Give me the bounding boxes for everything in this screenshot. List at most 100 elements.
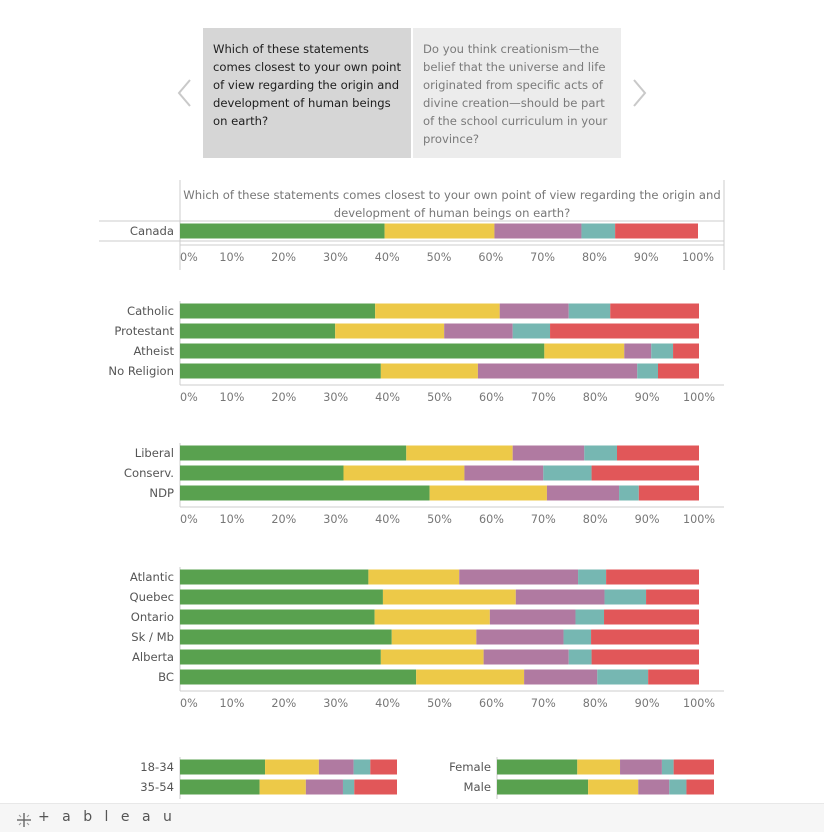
bar-row-atheist[interactable]: Atheist: [133, 343, 699, 359]
bar-segment-sk-mb-2[interactable]: [391, 629, 477, 645]
story-point-1[interactable]: Which of these statements comes closest …: [203, 28, 411, 158]
bar-segment-18-34-1[interactable]: [180, 759, 266, 775]
bar-segment-no-religion-5[interactable]: [658, 363, 699, 379]
bar-segment-liberal-4[interactable]: [584, 445, 617, 461]
bar-segment-male-5[interactable]: [686, 779, 714, 795]
bar-segment-ontario-1[interactable]: [180, 609, 375, 625]
bar-segment-male-2[interactable]: [588, 779, 639, 795]
bar-segment-ontario-2[interactable]: [374, 609, 490, 625]
bar-segment-protestant-5[interactable]: [550, 323, 699, 339]
bar-row-no-religion[interactable]: No Religion: [108, 363, 699, 379]
bar-segment-catholic-2[interactable]: [375, 303, 500, 319]
bar-row-male[interactable]: Male: [464, 779, 714, 795]
bar-segment-sk-mb-5[interactable]: [591, 629, 699, 645]
bar-segment-male-1[interactable]: [497, 779, 589, 795]
bar-segment-catholic-3[interactable]: [499, 303, 569, 319]
bar-segment-35-54-2[interactable]: [259, 779, 306, 795]
bar-segment-female-4[interactable]: [661, 759, 674, 775]
bar-segment-liberal-3[interactable]: [512, 445, 585, 461]
bar-segment-35-54-5[interactable]: [354, 779, 397, 795]
bar-segment-quebec-1[interactable]: [180, 589, 383, 605]
bar-segment-conserv-2[interactable]: [343, 465, 465, 481]
bar-row-female[interactable]: Female: [449, 759, 714, 775]
bar-segment-female-2[interactable]: [577, 759, 621, 775]
bar-segment-atheist-3[interactable]: [624, 343, 652, 359]
bar-segment-no-religion-1[interactable]: [180, 363, 381, 379]
bar-segment-bc-3[interactable]: [524, 669, 598, 685]
bar-row-18-34[interactable]: 18-34: [140, 759, 397, 775]
bar-segment-male-3[interactable]: [638, 779, 670, 795]
bar-row-ndp[interactable]: NDP: [149, 485, 699, 501]
bar-segment-quebec-4[interactable]: [604, 589, 647, 605]
bar-segment-no-religion-4[interactable]: [637, 363, 658, 379]
bar-segment-alberta-5[interactable]: [591, 649, 699, 665]
bar-segment-35-54-3[interactable]: [305, 779, 343, 795]
bar-segment-no-religion-2[interactable]: [380, 363, 478, 379]
bar-segment-atheist-4[interactable]: [651, 343, 674, 359]
bar-segment-bc-4[interactable]: [597, 669, 649, 685]
bar-segment-quebec-2[interactable]: [382, 589, 516, 605]
bar-segment-ontario-4[interactable]: [575, 609, 605, 625]
bar-segment-sk-mb-1[interactable]: [180, 629, 392, 645]
bar-segment-atlantic-2[interactable]: [368, 569, 460, 585]
bar-row-catholic[interactable]: Catholic: [127, 303, 699, 319]
bar-segment-atlantic-1[interactable]: [180, 569, 369, 585]
bar-segment-female-3[interactable]: [620, 759, 662, 775]
bar-segment-canada-3[interactable]: [494, 223, 582, 239]
story-point-2[interactable]: Do you think creationism—the belief that…: [413, 28, 621, 158]
bar-segment-18-34-4[interactable]: [353, 759, 371, 775]
bar-segment-atheist-2[interactable]: [544, 343, 625, 359]
bar-segment-protestant-1[interactable]: [180, 323, 336, 339]
bar-segment-atlantic-4[interactable]: [578, 569, 607, 585]
bar-row-bc[interactable]: BC: [158, 669, 699, 685]
bar-segment-alberta-4[interactable]: [568, 649, 592, 665]
bar-segment-female-5[interactable]: [673, 759, 714, 775]
bar-row-ontario[interactable]: Ontario: [131, 609, 699, 625]
bar-row-canada[interactable]: Canada: [130, 223, 698, 239]
bar-segment-ndp-2[interactable]: [429, 485, 547, 501]
bar-segment-no-religion-3[interactable]: [477, 363, 638, 379]
bar-segment-alberta-1[interactable]: [180, 649, 381, 665]
bar-segment-alberta-2[interactable]: [380, 649, 484, 665]
bar-segment-protestant-4[interactable]: [512, 323, 551, 339]
bar-segment-35-54-4[interactable]: [342, 779, 355, 795]
bar-segment-18-34-5[interactable]: [370, 759, 397, 775]
next-arrow-icon[interactable]: [628, 76, 650, 110]
bar-segment-canada-1[interactable]: [180, 223, 385, 239]
bar-segment-ontario-3[interactable]: [489, 609, 576, 625]
bar-segment-liberal-2[interactable]: [406, 445, 513, 461]
bar-segment-bc-2[interactable]: [416, 669, 525, 685]
bar-segment-ontario-5[interactable]: [604, 609, 699, 625]
bar-segment-liberal-1[interactable]: [180, 445, 407, 461]
bar-segment-ndp-5[interactable]: [638, 485, 699, 501]
bar-segment-atheist-1[interactable]: [180, 343, 545, 359]
bar-segment-canada-2[interactable]: [384, 223, 495, 239]
bar-row-sk-mb[interactable]: Sk / Mb: [131, 629, 699, 645]
bar-segment-conserv-5[interactable]: [591, 465, 699, 481]
bar-segment-protestant-3[interactable]: [444, 323, 513, 339]
bar-segment-liberal-5[interactable]: [617, 445, 699, 461]
bar-segment-catholic-4[interactable]: [568, 303, 611, 319]
bar-segment-ndp-3[interactable]: [546, 485, 620, 501]
bar-row-liberal[interactable]: Liberal: [135, 445, 699, 461]
bar-row-atlantic[interactable]: Atlantic: [130, 569, 699, 585]
bar-segment-ndp-4[interactable]: [619, 485, 639, 501]
bar-row-protestant[interactable]: Protestant: [114, 323, 699, 339]
bar-row-quebec[interactable]: Quebec: [130, 589, 699, 605]
bar-segment-female-1[interactable]: [497, 759, 578, 775]
bar-row-conserv[interactable]: Conserv.: [124, 465, 699, 481]
bar-segment-conserv-3[interactable]: [464, 465, 544, 481]
bar-segment-protestant-2[interactable]: [335, 323, 445, 339]
bar-segment-18-34-3[interactable]: [318, 759, 354, 775]
bar-segment-18-34-2[interactable]: [265, 759, 319, 775]
bar-segment-atheist-5[interactable]: [673, 343, 699, 359]
bar-segment-male-4[interactable]: [669, 779, 687, 795]
bar-segment-catholic-5[interactable]: [610, 303, 699, 319]
bar-segment-bc-1[interactable]: [180, 669, 417, 685]
bar-row-35-54[interactable]: 35-54: [140, 779, 397, 795]
bar-segment-ndp-1[interactable]: [180, 485, 430, 501]
bar-segment-35-54-1[interactable]: [180, 779, 260, 795]
bar-segment-catholic-1[interactable]: [180, 303, 376, 319]
bar-segment-atlantic-3[interactable]: [459, 569, 579, 585]
bar-segment-quebec-5[interactable]: [646, 589, 699, 605]
